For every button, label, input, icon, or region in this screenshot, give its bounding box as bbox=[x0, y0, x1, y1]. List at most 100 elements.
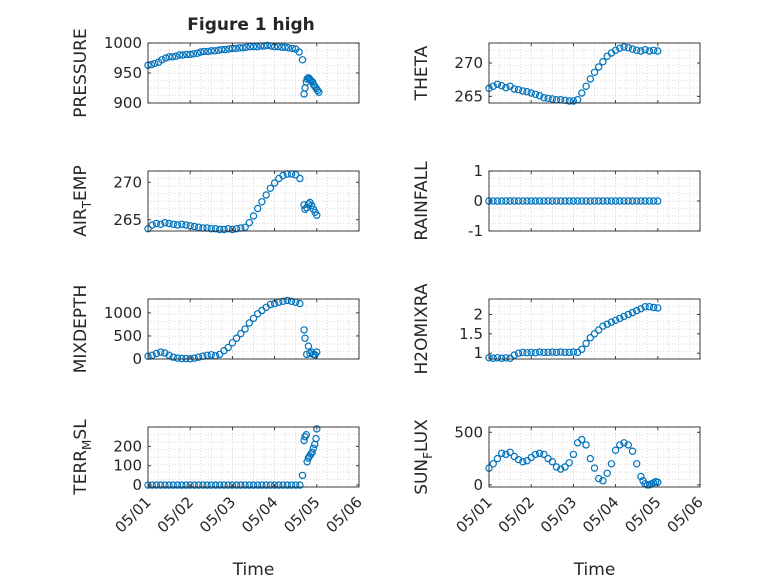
y-tick-label: 2 bbox=[473, 305, 483, 323]
data-point bbox=[194, 353, 203, 361]
data-point bbox=[535, 449, 544, 457]
data-point bbox=[510, 85, 518, 93]
data-point bbox=[203, 351, 211, 359]
data-point bbox=[616, 197, 624, 205]
data-point bbox=[599, 477, 607, 485]
data-point bbox=[535, 91, 544, 100]
data-point bbox=[595, 326, 603, 334]
data-point bbox=[161, 218, 169, 227]
data-point bbox=[232, 334, 241, 342]
data-point bbox=[211, 481, 220, 489]
data-point bbox=[186, 50, 194, 59]
data-point bbox=[296, 299, 304, 308]
data-point bbox=[637, 305, 645, 313]
y-tick-label: 500 bbox=[454, 423, 483, 441]
data-point bbox=[313, 425, 321, 433]
data-point bbox=[514, 197, 523, 205]
subplot-theta: 265 270 THETA bbox=[412, 42, 701, 105]
data-point bbox=[578, 197, 586, 205]
data-point bbox=[561, 197, 569, 205]
data-point bbox=[165, 53, 173, 61]
data-point bbox=[186, 481, 194, 489]
y-tick-label: 900 bbox=[113, 94, 142, 112]
data-point bbox=[266, 184, 275, 192]
data-point bbox=[306, 349, 314, 358]
data-point bbox=[633, 197, 641, 205]
data-point bbox=[258, 198, 266, 206]
data-point bbox=[552, 197, 561, 205]
axes-box bbox=[488, 298, 701, 360]
data-point bbox=[152, 481, 161, 489]
data-point bbox=[489, 82, 497, 91]
data-point bbox=[173, 354, 182, 362]
data-point bbox=[224, 224, 232, 233]
grid bbox=[147, 298, 360, 360]
series-theta bbox=[485, 43, 662, 105]
x-axis-label: Time bbox=[232, 560, 275, 580]
data-point bbox=[628, 308, 637, 317]
data-point bbox=[641, 46, 649, 54]
data-point bbox=[578, 89, 586, 97]
y-tick-label: 200 bbox=[113, 437, 142, 455]
data-point bbox=[569, 97, 578, 105]
subplot-air-temp: 265 270 AIRTEMP bbox=[71, 165, 360, 237]
data-point bbox=[173, 221, 182, 229]
data-point bbox=[168, 53, 177, 61]
data-point bbox=[266, 481, 275, 489]
data-point bbox=[502, 83, 510, 92]
data-point bbox=[502, 354, 510, 362]
data-point bbox=[152, 219, 161, 228]
data-point bbox=[190, 222, 199, 231]
data-point bbox=[241, 223, 249, 231]
data-point bbox=[633, 46, 641, 55]
data-point bbox=[552, 348, 561, 357]
data-point bbox=[215, 350, 224, 359]
data-point bbox=[603, 197, 611, 205]
data-point bbox=[190, 481, 199, 489]
data-point bbox=[304, 342, 313, 350]
data-point bbox=[544, 348, 552, 357]
y-axis-label: SUNFLUX bbox=[412, 419, 435, 495]
data-point bbox=[616, 44, 624, 53]
data-point bbox=[611, 197, 620, 205]
series-sun-flux bbox=[485, 435, 662, 489]
data-point bbox=[302, 431, 310, 439]
data-point bbox=[279, 171, 287, 180]
data-point bbox=[502, 450, 510, 459]
y-tick-label: 1000 bbox=[104, 34, 142, 52]
data-point bbox=[173, 481, 182, 489]
data-point bbox=[493, 354, 502, 362]
data-point bbox=[633, 306, 641, 315]
data-point bbox=[288, 44, 296, 53]
data-point bbox=[595, 474, 603, 483]
series-pressure bbox=[144, 41, 323, 98]
data-point bbox=[595, 63, 603, 71]
data-point bbox=[586, 454, 595, 463]
data-point bbox=[165, 351, 173, 359]
data-point bbox=[620, 439, 628, 447]
data-point bbox=[287, 481, 296, 489]
data-point bbox=[637, 197, 645, 205]
data-point bbox=[540, 348, 548, 357]
data-point bbox=[169, 220, 177, 228]
data-point bbox=[519, 348, 527, 357]
subplot-rainfall: -1 0 1 RAINFALL bbox=[412, 161, 701, 241]
axes-box bbox=[488, 42, 701, 104]
data-point bbox=[603, 469, 611, 477]
data-point bbox=[637, 47, 645, 55]
data-point bbox=[493, 80, 502, 89]
data-point bbox=[544, 197, 552, 205]
y-axis-label: MIXDEPTH bbox=[71, 285, 91, 374]
data-point bbox=[641, 197, 649, 205]
data-point bbox=[531, 349, 540, 357]
data-point bbox=[620, 312, 628, 321]
data-point bbox=[498, 81, 506, 90]
data-point bbox=[262, 481, 270, 489]
data-point bbox=[292, 171, 300, 179]
data-point bbox=[548, 348, 557, 356]
data-point bbox=[582, 197, 590, 205]
data-point bbox=[161, 481, 169, 489]
data-point bbox=[239, 44, 247, 52]
data-point bbox=[599, 197, 607, 205]
